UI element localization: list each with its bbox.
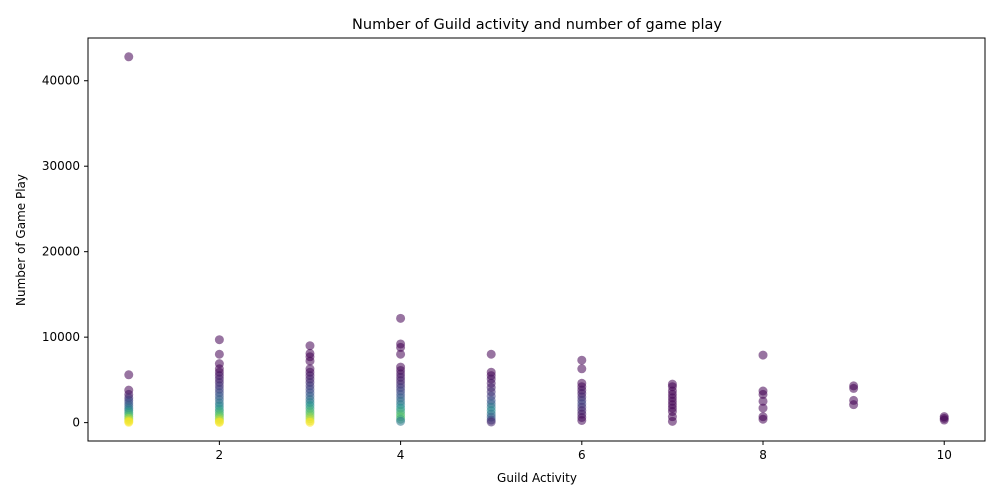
scatter-point bbox=[486, 417, 496, 427]
scatter-point bbox=[214, 417, 224, 427]
chart-title: Number of Guild activity and number of g… bbox=[352, 17, 722, 33]
y-tick-label: 40000 bbox=[42, 74, 80, 88]
scatter-point bbox=[667, 416, 677, 426]
scatter-point bbox=[849, 383, 859, 393]
scatter-point bbox=[758, 396, 768, 406]
x-tick-label: 2 bbox=[216, 448, 224, 462]
scatter-point bbox=[305, 356, 315, 366]
scatter-point bbox=[758, 389, 768, 399]
points-layer bbox=[124, 52, 949, 427]
scatter-point bbox=[758, 350, 768, 360]
scatter-point bbox=[124, 417, 134, 427]
scatter-point bbox=[486, 349, 496, 359]
scatter-point bbox=[577, 415, 587, 425]
x-tick-label: 6 bbox=[578, 448, 586, 462]
y-axis-label: Number of Game Play bbox=[14, 174, 28, 306]
y-tick-label: 0 bbox=[72, 416, 80, 430]
scatter-point bbox=[214, 349, 224, 359]
scatter-point bbox=[849, 400, 859, 410]
scatter-point bbox=[396, 349, 406, 359]
scatter-point bbox=[758, 414, 768, 424]
scatter-point bbox=[577, 355, 587, 365]
y-tick-label: 10000 bbox=[42, 330, 80, 344]
y-tick-label: 20000 bbox=[42, 245, 80, 259]
plot-frame bbox=[87, 37, 986, 442]
scatter-point bbox=[577, 364, 587, 374]
scatter-point bbox=[939, 415, 949, 425]
scatter-point bbox=[396, 416, 406, 426]
x-axis-ticks: 2 4 6 8 10 bbox=[216, 441, 952, 462]
x-axis-label: Guild Activity bbox=[497, 471, 577, 485]
scatter-point bbox=[124, 370, 134, 380]
scatter-point bbox=[124, 52, 134, 62]
scatter-point bbox=[758, 403, 768, 413]
scatter-point bbox=[396, 313, 406, 323]
scatter-point bbox=[305, 341, 315, 351]
scatter-point bbox=[214, 335, 224, 345]
x-tick-label: 8 bbox=[759, 448, 767, 462]
x-tick-label: 4 bbox=[397, 448, 405, 462]
scatter-point bbox=[396, 342, 406, 352]
scatter-point bbox=[305, 417, 315, 427]
y-tick-label: 30000 bbox=[42, 159, 80, 173]
y-axis-ticks: 0 10000 20000 30000 40000 bbox=[42, 74, 88, 430]
x-tick-label: 10 bbox=[937, 448, 952, 462]
